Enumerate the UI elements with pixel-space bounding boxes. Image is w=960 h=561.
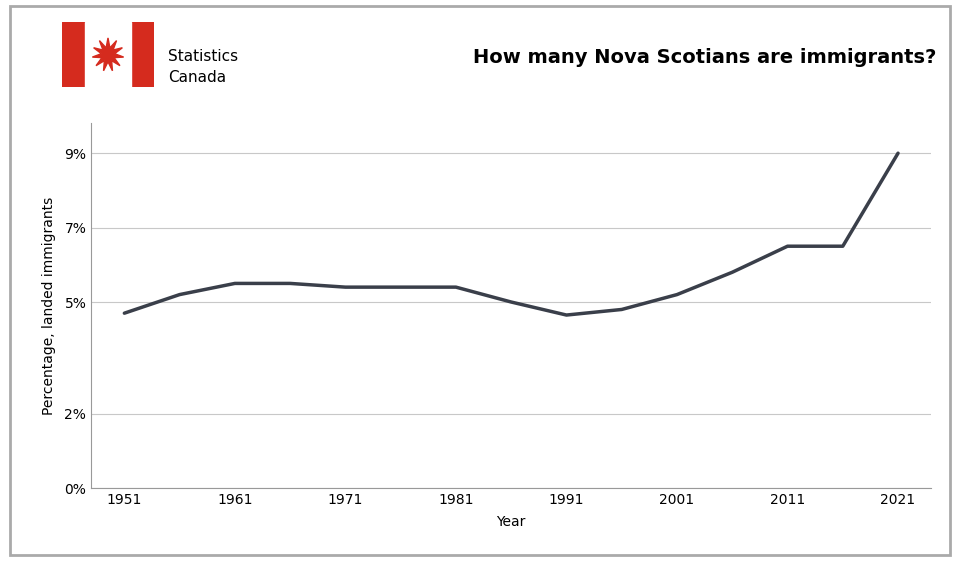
Bar bbox=[131, 22, 154, 87]
Text: How many Nova Scotians are immigrants?: How many Nova Scotians are immigrants? bbox=[472, 48, 936, 67]
Text: Statistics: Statistics bbox=[168, 49, 238, 64]
Y-axis label: Percentage, landed immigrants: Percentage, landed immigrants bbox=[42, 196, 56, 415]
Polygon shape bbox=[92, 38, 124, 71]
X-axis label: Year: Year bbox=[496, 515, 526, 529]
Bar bbox=[85, 22, 131, 87]
Bar bbox=[62, 22, 85, 87]
Text: Canada: Canada bbox=[168, 70, 227, 85]
